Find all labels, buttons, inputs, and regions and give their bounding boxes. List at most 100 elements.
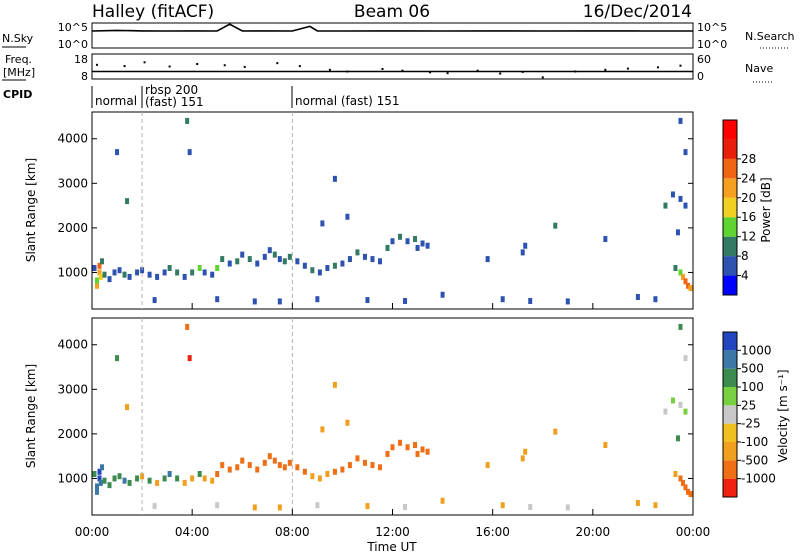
nave-point (223, 64, 226, 67)
velocity-point (92, 470, 97, 477)
velocity-colorbar-tick-label: -1000 (741, 472, 776, 486)
velocity-point (227, 466, 232, 473)
velocity-point (683, 408, 688, 415)
velocity-point (685, 488, 690, 495)
nsearch-tick-top: 10^5 (697, 21, 727, 34)
velocity-point (325, 470, 330, 477)
velocity-point (215, 502, 220, 509)
velocity-point (247, 462, 252, 469)
power-point (347, 256, 352, 263)
velocity-point (97, 475, 102, 482)
power-point (162, 269, 167, 276)
velocity-point (440, 497, 445, 504)
velocity-point (197, 470, 202, 477)
velocity-point (112, 475, 117, 482)
power-point (377, 258, 382, 265)
power-point (282, 258, 287, 265)
velocity-point (332, 468, 337, 475)
freq-tick-bottom: 8 (81, 70, 88, 83)
cpid-segment-rbsp: rbsp 200 (145, 83, 198, 97)
nsearch-label: N.Search (745, 30, 795, 43)
velocity-scatter (92, 318, 693, 515)
power-point (683, 202, 688, 209)
ytick-label: 4000 (57, 132, 88, 146)
velocity-point (255, 466, 260, 473)
power-point (272, 251, 277, 258)
nsky-tick-top: 10^5 (58, 21, 88, 34)
velocity-point (425, 448, 430, 455)
power-point (267, 247, 272, 254)
velocity-point (413, 442, 418, 449)
nave-point (96, 63, 99, 66)
velocity-point (680, 479, 685, 486)
power-point (673, 264, 678, 271)
power-colorbar-frame (722, 119, 738, 296)
velocity-colorbar-tick-label: 1000 (741, 343, 772, 357)
velocity-point (663, 408, 668, 415)
power-point (210, 271, 215, 278)
power-point (355, 249, 360, 256)
velocity-point (182, 479, 187, 486)
velocity-point (670, 397, 675, 404)
nave-point (626, 67, 629, 70)
power-point (115, 149, 120, 156)
velocity-point (528, 503, 533, 510)
velocity-colorbar-tick-label: 100 (741, 380, 764, 394)
nave-point (604, 68, 607, 71)
velocity-colorbar-swatch (723, 460, 737, 479)
power-point (603, 236, 608, 243)
velocity-point (678, 475, 683, 482)
power-point (190, 269, 195, 276)
ytick-label: 4000 (57, 338, 88, 352)
power-point (127, 273, 132, 280)
power-point (277, 256, 282, 263)
power-point (112, 269, 117, 276)
power-colorbar-tick-label: 4 (741, 269, 749, 283)
nave-point (168, 65, 171, 68)
velocity-point (688, 491, 693, 498)
velocity-ylabel: Slant Range [km] (24, 364, 38, 468)
power-colorbar-label: Power [dB] (759, 177, 773, 242)
power-point (98, 273, 103, 280)
velocity-point (202, 475, 207, 482)
velocity-colorbar-label: Velocity [m s⁻¹] (776, 369, 790, 462)
power-point (415, 244, 420, 251)
nsky-label: N.Sky (2, 32, 34, 45)
velocity-point (295, 464, 300, 471)
power-point (385, 244, 390, 251)
velocity-point (675, 435, 680, 442)
power-point (122, 271, 127, 278)
nave-point (446, 72, 449, 75)
nave-tick-top: 60 (697, 53, 711, 66)
nave-point (499, 72, 502, 75)
velocity-point (683, 355, 688, 362)
power-point (262, 253, 267, 260)
velocity-point (370, 462, 375, 469)
time-axis-ticks: 00:00 04:00 08:00 12:00 16:00 20:00 00:00 (75, 303, 710, 539)
power-point (240, 251, 245, 258)
power-point (683, 278, 688, 285)
velocity-point (135, 475, 140, 482)
ytick-label: 3000 (57, 176, 88, 190)
velocity-point (240, 457, 245, 464)
power-point (295, 258, 300, 265)
velocity-point (102, 477, 107, 484)
velocity-point (235, 464, 240, 471)
power-point (227, 260, 232, 267)
velocity-point (485, 462, 490, 469)
xtick-label: 20:00 (576, 525, 611, 539)
velocity-point (415, 450, 420, 457)
power-point (398, 233, 403, 240)
velocity-point (95, 483, 100, 490)
power-point (678, 195, 683, 202)
power-point (277, 298, 282, 305)
power-point (325, 264, 330, 271)
power-point (362, 253, 367, 260)
power-point (403, 297, 408, 304)
power-point (175, 269, 180, 276)
xtick-label: 00:00 (75, 525, 110, 539)
cpid-segment-normal-fast: normal (fast) 151 (295, 94, 399, 108)
power-colorbar-swatch (723, 217, 737, 237)
velocity-point (155, 479, 160, 486)
nave-point (276, 62, 279, 65)
